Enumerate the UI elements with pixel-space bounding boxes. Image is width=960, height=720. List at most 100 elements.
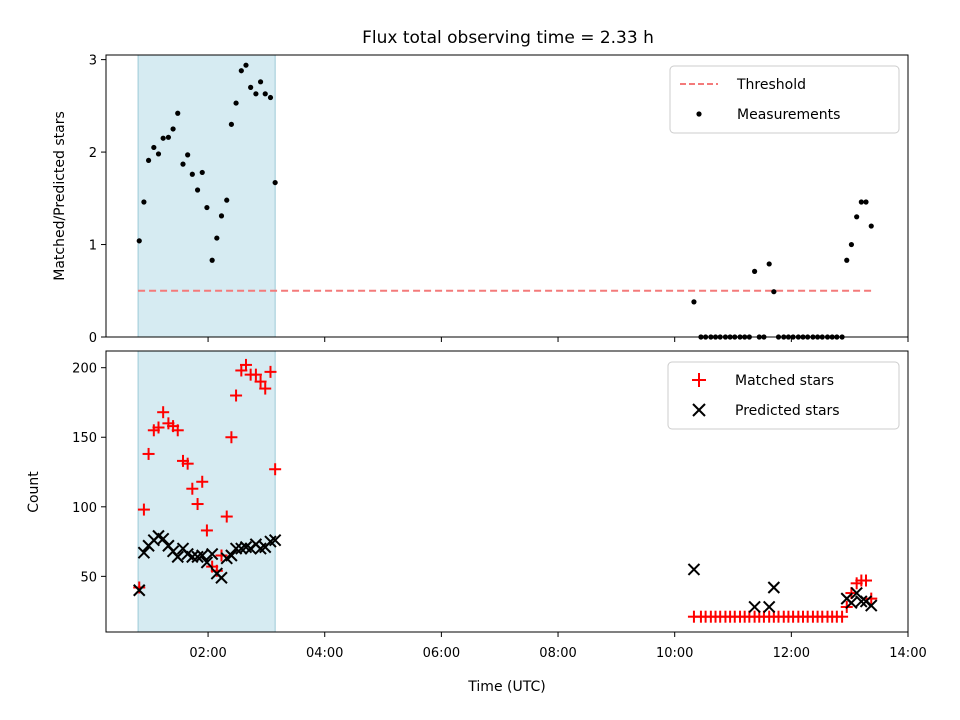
measurement-point: [233, 100, 239, 106]
top-panel-highlight-span: [137, 54, 276, 338]
top-panel-frame: [105, 54, 909, 338]
predicted-stars-point: [156, 532, 170, 546]
predicted-stars-point: [133, 584, 146, 597]
measurement-point: [253, 91, 259, 97]
top-panel: 0 1 2 3 Matched/Predicted stars Threshold M…: [52, 54, 909, 346]
measurement-point: [248, 84, 254, 90]
matched-stars-point: [200, 524, 213, 537]
measurement-point: [151, 144, 157, 151]
predicted-stars-point: [171, 550, 184, 564]
measurement-point: [218, 213, 225, 219]
xtick-label: 12:00: [773, 646, 810, 661]
predicted-stars-point: [767, 581, 781, 594]
measurement-point: [267, 94, 274, 101]
legend-predicted-label: Predicted stars: [735, 403, 840, 419]
measurement-point: [228, 121, 235, 127]
predicted-stars-point: [186, 550, 199, 564]
measurement-point: [209, 257, 215, 263]
measurement-point: [199, 169, 205, 176]
measurement-point: [844, 257, 850, 263]
top-ytick-label: 2: [89, 146, 97, 161]
predicted-stars-point: [196, 549, 209, 562]
measurement-point: [868, 223, 874, 229]
matched-stars-point: [215, 549, 228, 562]
matched-stars-point: [259, 382, 272, 395]
measurement-point: [185, 152, 191, 158]
top-ytick-label: 0: [89, 331, 97, 346]
xtick-label: 08:00: [539, 646, 576, 661]
bottom-panel-frame: [105, 350, 909, 633]
measurement-point: [238, 68, 244, 74]
xtick-label: 04:00: [306, 646, 343, 661]
predicted-stars-point: [865, 599, 878, 612]
predicted-stars-point: [229, 542, 243, 555]
matched-stars-point: [225, 431, 238, 444]
measurement-point: [243, 62, 249, 68]
top-panel-x-ticks: [207, 337, 909, 342]
xtick-label: 10:00: [656, 646, 693, 661]
measurement-point: [214, 235, 220, 241]
top-ytick-label: 1: [89, 239, 97, 254]
predicted-stars-point: [200, 556, 214, 569]
matched-stars-point: [171, 424, 184, 437]
matched-stars-point: [220, 510, 233, 523]
predicted-stars-point: [855, 595, 868, 608]
top-panel-y-ticks: 0 1 2 3: [89, 54, 106, 346]
predicted-stars-point: [225, 549, 238, 562]
matched-stars-point: [269, 463, 282, 476]
measurement-point: [165, 134, 172, 140]
predicted-stars-point: [687, 563, 701, 576]
measurement-point: [145, 157, 152, 164]
matched-stars-point: [860, 574, 873, 587]
measurement-point: [224, 197, 230, 203]
legend-matched-label: Matched stars: [735, 373, 834, 389]
measurement-point: [771, 289, 777, 295]
xtick-label: 06:00: [423, 646, 460, 661]
measurement-point: [272, 179, 278, 186]
legend-measurements-label: Measurements: [737, 107, 840, 123]
predicted-stars-point: [845, 596, 858, 609]
bottom-panel-marks: [133, 358, 878, 623]
top-ytick-label: 3: [89, 54, 97, 69]
predicted-stars-point: [762, 600, 776, 614]
measurement-point: [189, 171, 195, 177]
matched-stars-point: [249, 368, 262, 381]
measurement-point: [751, 268, 758, 274]
measurement-point: [858, 199, 864, 205]
bottom-ytick-label: 150: [72, 431, 97, 446]
matched-stars-point: [196, 475, 209, 488]
bottom-panel-y-ticks: 50 100 150 200: [72, 362, 106, 585]
measurement-point: [257, 79, 264, 85]
matched-stars-point: [142, 447, 155, 460]
measurement-point: [155, 151, 162, 157]
measurement-point: [141, 199, 147, 205]
measurement-point: [194, 187, 201, 193]
measurement-point: [854, 214, 860, 220]
matched-stars-point: [865, 592, 878, 605]
x-axis-label: Time (UTC): [467, 679, 545, 695]
measurement-point: [170, 126, 176, 132]
bottom-panel-x-ticks: 02:00 04:00 06:00 08:00 10:00 12:00 14:00: [189, 632, 927, 661]
measurement-point: [180, 161, 186, 167]
bottom-panel-ylabel: Count: [26, 471, 42, 513]
measurement-point: [766, 261, 772, 267]
predicted-stars-point: [205, 547, 219, 561]
legend-measurements-swatch: [696, 111, 702, 117]
xtick-label: 14:00: [889, 646, 926, 661]
bottom-ytick-label: 100: [72, 501, 97, 516]
measurement-point: [262, 91, 268, 97]
matched-stars-point: [191, 498, 204, 511]
bottom-panel: 50 100 150 200 02:00 04:00 06:00 08:00 10:00 12:…: [26, 350, 927, 695]
matched-stars-point: [230, 389, 243, 402]
top-legend: Threshold Measurements: [669, 65, 900, 134]
top-panel-ylabel: Matched/Predicted stars: [52, 111, 68, 281]
legend-matched-swatch: [692, 373, 706, 387]
predicted-stars-point: [215, 571, 228, 584]
top-legend-box: [669, 65, 900, 134]
bottom-ytick-label: 50: [80, 570, 97, 585]
predicted-stars-point: [268, 533, 282, 547]
matched-stars-point: [152, 421, 165, 434]
chart-title: Flux total observing time = 2.33 h: [362, 28, 654, 48]
matched-stars-point: [186, 482, 199, 495]
